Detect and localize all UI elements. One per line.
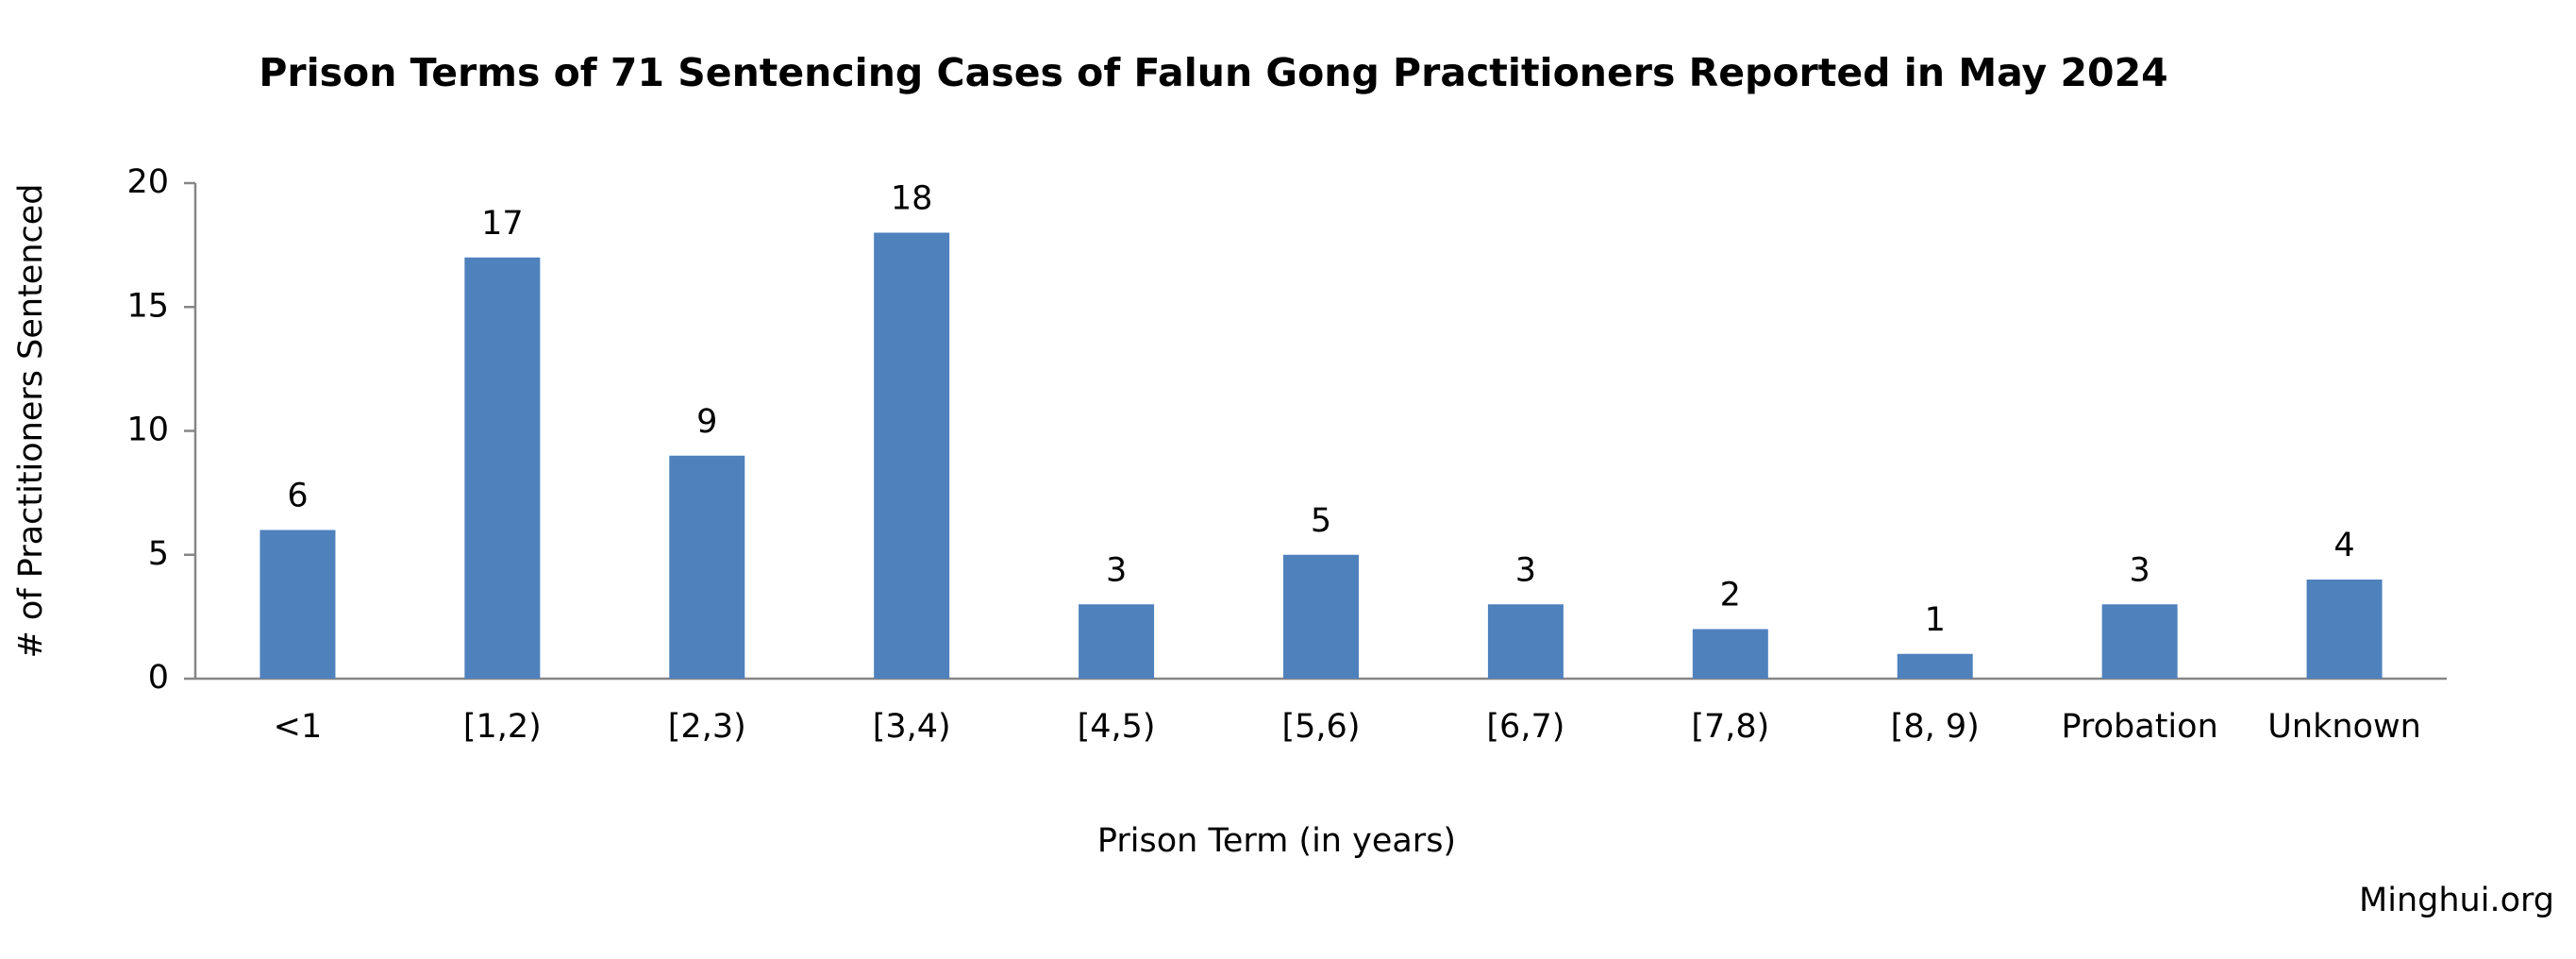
data-label: 17 [481,205,524,243]
y-tick-label: 15 [126,287,169,325]
bar [259,530,336,679]
y-tick-label: 0 [148,659,169,697]
x-tick-label: Probation [2062,708,2218,746]
data-label: 5 [1311,502,1331,540]
bar [1283,554,1359,679]
bar [464,257,541,679]
bar [2306,580,2383,679]
data-label: 3 [1106,551,1127,589]
data-label: 2 [1720,577,1741,614]
data-label: 1 [1925,601,1946,639]
bar [1487,604,1564,679]
chart-title: Prison Terms of 71 Sentencing Cases of F… [259,50,2167,95]
data-label: 6 [287,478,308,515]
bar [874,232,950,679]
y-tick-label: 20 [126,163,169,201]
x-tick-label: [6,7) [1486,708,1564,746]
bar [2101,604,2178,679]
x-tick-label: [5,6) [1282,708,1361,746]
data-label: 9 [696,403,717,441]
source-label: Minghui.org [2359,882,2554,919]
data-label: 18 [891,180,933,218]
x-tick-label: [4,5) [1078,708,1156,746]
x-tick-label: [1,2) [463,708,542,746]
y-tick-label: 10 [126,412,169,449]
x-tick-label: [7,8) [1691,708,1769,746]
x-axis-label: Prison Term (in years) [1097,822,1456,860]
y-tick-label: 5 [148,535,169,573]
x-tick-label: [8, 9) [1891,708,1980,746]
bar [669,455,745,679]
data-label: 4 [2333,527,2354,564]
bar [1079,604,1155,679]
x-tick-label: <1 [274,708,323,746]
data-label: 3 [2129,551,2149,589]
bar [1692,629,1768,679]
data-label: 3 [1515,551,1536,589]
x-tick-label: Unknown [2267,708,2420,746]
x-tick-label: [3,4) [873,708,951,746]
bar [1897,653,1973,679]
y-axis-label: # of Practitioners Sentenced [12,183,50,658]
x-tick-label: [2,3) [668,708,746,746]
